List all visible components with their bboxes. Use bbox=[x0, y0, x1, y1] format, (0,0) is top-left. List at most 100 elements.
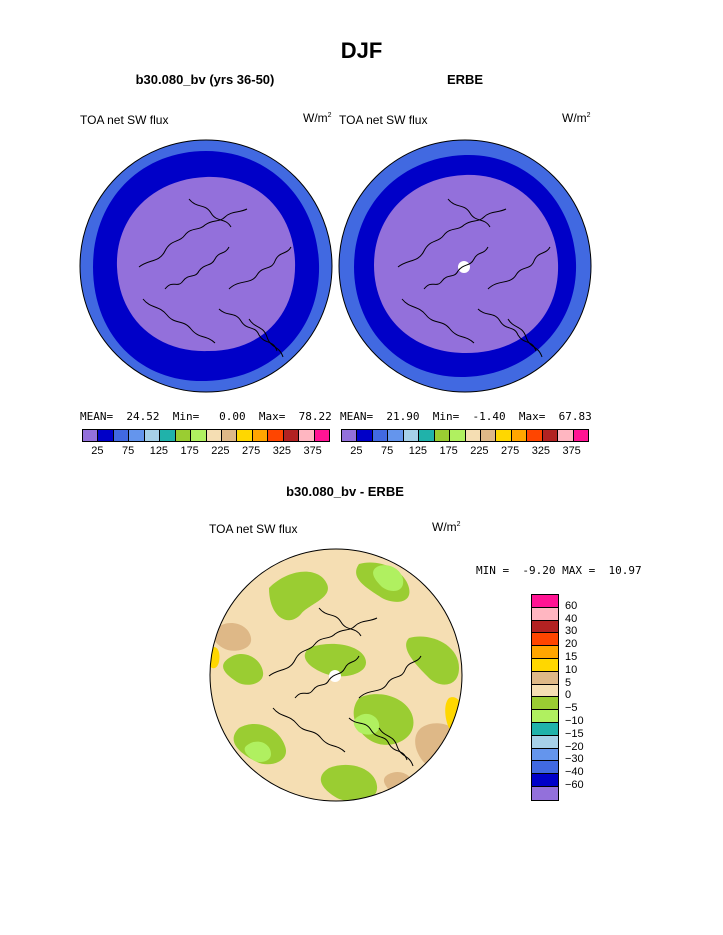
flux-band-interior bbox=[116, 176, 296, 352]
colorbar-model bbox=[82, 429, 330, 442]
colorbar-diff bbox=[531, 594, 559, 801]
coastlines-model bbox=[138, 198, 292, 358]
colorbar-swatch bbox=[314, 430, 329, 441]
polar-map-diff bbox=[209, 548, 463, 802]
colorbar-labels-diff: 60 40 30 20 15 10 5 0 −5 −10 −15 −20 −30 −40 −60 bbox=[565, 594, 615, 804]
colorbar-tick-label: 125 bbox=[408, 445, 428, 457]
colorbar-tick-label: −5 bbox=[565, 702, 578, 715]
colorbar-swatch bbox=[357, 430, 373, 441]
panel-units-obs: W/m2 bbox=[562, 111, 591, 125]
colorbar-swatch bbox=[465, 430, 481, 441]
colorbar-swatch bbox=[206, 430, 222, 441]
colorbar-tick-label: 15 bbox=[565, 651, 578, 663]
colorbar-swatch bbox=[532, 620, 558, 634]
colorbar-swatch bbox=[175, 430, 192, 441]
pole-marker bbox=[329, 670, 341, 682]
colorbar-swatch bbox=[221, 430, 238, 441]
colorbar-swatch bbox=[532, 595, 558, 608]
panel-units-model: W/m2 bbox=[303, 111, 332, 125]
colorbar-swatch bbox=[98, 430, 114, 441]
colorbar-obs bbox=[341, 429, 589, 442]
colorbar-swatch bbox=[237, 430, 253, 441]
colorbar-tick-label: −40 bbox=[565, 766, 584, 779]
colorbar-tick-label: 325 bbox=[531, 445, 551, 457]
colorbar-swatch bbox=[388, 430, 404, 441]
polar-map-obs bbox=[338, 139, 592, 393]
diff-patches-strong-negative bbox=[244, 565, 404, 762]
colorbar-tick-label: 20 bbox=[565, 638, 578, 651]
colorbar-swatch bbox=[403, 430, 420, 441]
colorbar-swatch bbox=[532, 684, 558, 698]
polar-map-model bbox=[79, 139, 333, 393]
colorbar-swatch bbox=[342, 430, 358, 441]
colorbar-tick-label: −15 bbox=[565, 727, 584, 740]
colorbar-tick-label: −10 bbox=[565, 715, 584, 727]
colorbar-swatch bbox=[252, 430, 269, 441]
panel-title-model: b30.080_bv (yrs 36-50) bbox=[135, 72, 275, 87]
colorbar-swatch bbox=[527, 430, 543, 441]
colorbar-tick-label: 10 bbox=[565, 663, 578, 676]
colorbar-swatch bbox=[532, 658, 558, 672]
colorbar-tick-label: 5 bbox=[565, 676, 572, 689]
colorbar-tick-label: 60 bbox=[565, 599, 578, 612]
colorbar-swatch bbox=[532, 607, 558, 621]
colorbar-swatch bbox=[419, 430, 435, 441]
colorbar-tick-label: 225 bbox=[470, 445, 489, 457]
colorbar-swatch bbox=[532, 633, 558, 647]
colorbar-tick-label: 75 bbox=[381, 445, 394, 457]
colorbar-swatch bbox=[532, 671, 558, 685]
colorbar-tick-label: 275 bbox=[500, 445, 520, 457]
panel-title-obs: ERBE bbox=[446, 72, 484, 87]
colorbar-swatch bbox=[532, 761, 558, 775]
colorbar-tick-label: 125 bbox=[149, 445, 169, 457]
colorbar-swatch bbox=[372, 430, 389, 441]
colorbar-tick-label: 375 bbox=[562, 445, 581, 457]
colorbar-swatch bbox=[532, 722, 558, 736]
colorbar-swatch bbox=[113, 430, 130, 441]
colorbar-swatch bbox=[480, 430, 497, 441]
colorbar-tick-label: 325 bbox=[272, 445, 292, 457]
colorbar-swatch bbox=[542, 430, 559, 441]
colorbar-tick-label: 40 bbox=[565, 612, 578, 625]
colorbar-swatch bbox=[160, 430, 176, 441]
colorbar-tick-label: 25 bbox=[91, 445, 104, 457]
coastlines-diff bbox=[268, 607, 422, 767]
diff-panel-title: b30.080_bv - ERBE bbox=[286, 484, 404, 499]
colorbar-ticks-obs: 25 75 125 175 225 275 325 375 bbox=[341, 445, 587, 457]
colorbar-swatch bbox=[434, 430, 451, 441]
pole-marker bbox=[458, 261, 470, 273]
diff-units: W/m2 bbox=[432, 520, 461, 534]
colorbar-swatch bbox=[558, 430, 574, 441]
colorbar-tick-label: 25 bbox=[350, 445, 363, 457]
stats-model: MEAN= 24.52 Min= 0.00 Max= 78.22 bbox=[80, 410, 332, 423]
colorbar-swatch bbox=[191, 430, 207, 441]
colorbar-tick-label: 0 bbox=[565, 689, 572, 702]
panel-variable-model: TOA net SW flux bbox=[80, 113, 169, 127]
panel-variable-obs: TOA net SW flux bbox=[339, 113, 428, 127]
colorbar-swatch bbox=[144, 430, 161, 441]
colorbar-swatch bbox=[532, 646, 558, 659]
colorbar-swatch bbox=[532, 697, 558, 711]
colorbar-tick-label: 225 bbox=[211, 445, 230, 457]
colorbar-swatch bbox=[532, 748, 558, 762]
colorbar-swatch bbox=[496, 430, 512, 441]
colorbar-swatch bbox=[299, 430, 315, 441]
colorbar-swatch bbox=[532, 710, 558, 723]
colorbar-swatch bbox=[511, 430, 528, 441]
colorbar-tick-label: −20 bbox=[565, 740, 584, 753]
diff-variable: TOA net SW flux bbox=[209, 522, 298, 536]
main-title: DJF bbox=[340, 38, 383, 63]
colorbar-swatch bbox=[532, 774, 558, 787]
colorbar-swatch bbox=[283, 430, 300, 441]
colorbar-tick-label: 375 bbox=[303, 445, 322, 457]
coastlines-obs bbox=[397, 198, 551, 358]
stats-obs: MEAN= 21.90 Min= -1.40 Max= 67.83 bbox=[340, 410, 592, 423]
colorbar-tick-label: 275 bbox=[241, 445, 261, 457]
colorbar-tick-label: 175 bbox=[180, 445, 199, 457]
colorbar-swatch bbox=[268, 430, 284, 441]
colorbar-swatch bbox=[83, 430, 99, 441]
colorbar-tick-label: −60 bbox=[565, 779, 584, 791]
colorbar-tick-label: 175 bbox=[439, 445, 458, 457]
colorbar-swatch bbox=[129, 430, 145, 441]
colorbar-swatch bbox=[573, 430, 588, 441]
